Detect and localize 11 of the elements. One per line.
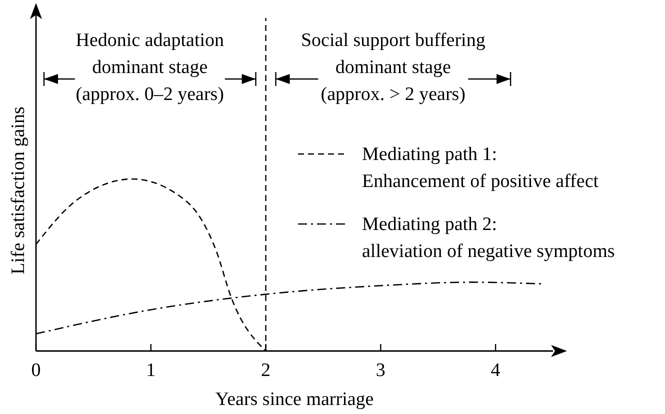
x-tick-label: 2 (261, 360, 271, 381)
x-tick-label: 3 (376, 360, 386, 381)
x-tick-label: 0 (31, 360, 41, 381)
text: Social support buffering dominant stage (approx. > 2 years) (300, 30, 486, 105)
x-axis-title: Years since marriage (215, 389, 374, 410)
legend-label: Mediating path 2: alleviation of negative symptoms (362, 214, 615, 262)
y-axis-title: Life satisfaction gains (8, 106, 29, 274)
x-tick-label: 1 (146, 360, 156, 381)
text: Hedonic adaptation dominant stage (approx. 0–2 years) (76, 30, 225, 105)
x-tick-label: 4 (490, 360, 501, 381)
legend-label: Mediating path 1: Enhancement of positive affect (362, 144, 600, 192)
